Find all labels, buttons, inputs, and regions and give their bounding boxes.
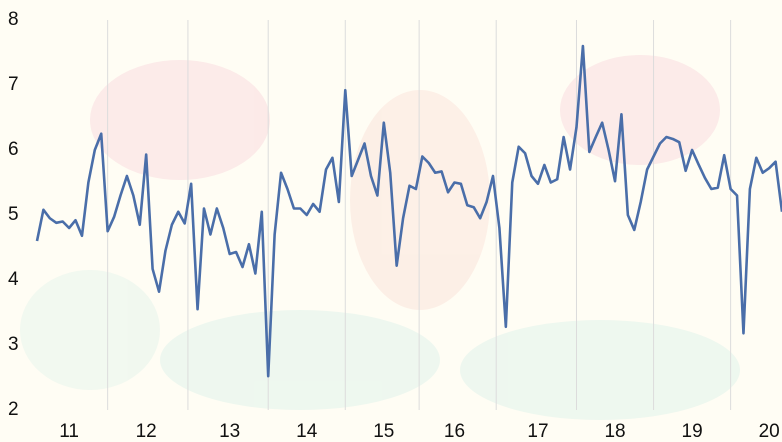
x-tick-label: 14	[296, 421, 318, 442]
y-tick-label: 4	[8, 269, 19, 290]
y-tick-label: 6	[8, 139, 19, 160]
x-tick-label: 16	[444, 421, 465, 442]
y-tick-label: 3	[8, 334, 19, 355]
x-tick-label: 13	[219, 421, 240, 442]
x-tick-label: 15	[373, 421, 394, 442]
x-tick-label: 19	[682, 421, 703, 442]
x-tick-label: 17	[527, 421, 548, 442]
y-tick-label: 5	[8, 204, 19, 225]
x-tick-label: 18	[604, 421, 625, 442]
x-tick-label: 12	[136, 421, 157, 442]
page: 234567811121314151617181920 (() => { con…	[0, 0, 782, 442]
chart: 2 3 4 5 6 7 8 11 12 13 14 15 16 17 18 19 20	[0, 0, 782, 442]
x-tick-label: 11	[59, 421, 79, 442]
y-tick-label: 8	[8, 9, 19, 30]
x-tick-label: 20	[759, 421, 780, 442]
watermark	[20, 55, 740, 420]
y-tick-label: 7	[8, 74, 19, 95]
y-tick-label: 2	[8, 399, 19, 420]
